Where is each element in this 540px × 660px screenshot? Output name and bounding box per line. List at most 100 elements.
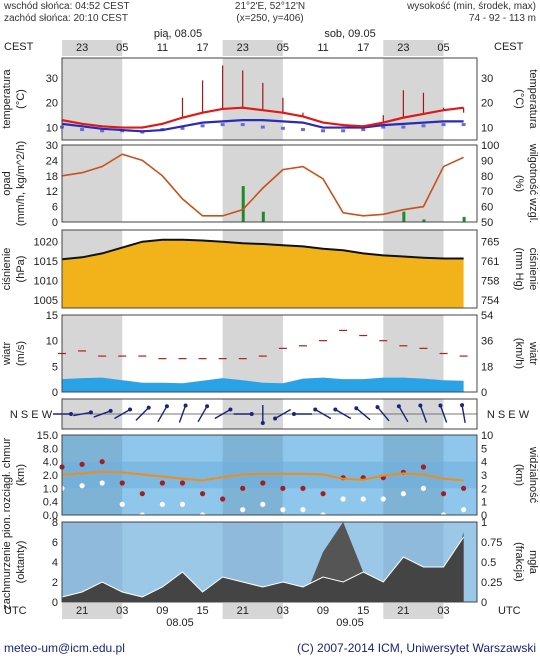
top-time-axis: 23 05 11 17 23 05 11 17 23 05 [62, 40, 477, 56]
ground-temp-mark [441, 123, 446, 127]
wind-speed-area [62, 377, 464, 392]
ground-temp-mark [300, 128, 305, 132]
y-tick-label-right: 0.25 [481, 577, 502, 589]
y-tick-label-right: 758 [481, 276, 499, 288]
y-tick-label: 0 [52, 217, 58, 229]
cloud-base-dot [79, 461, 85, 467]
temperature-line [61, 106, 464, 129]
wind-direction-head [108, 408, 113, 413]
panel-night [222, 315, 283, 392]
ground-temp-mark [180, 126, 185, 130]
cloud-top-dot [280, 507, 286, 513]
top-tz-left: CEST [4, 41, 34, 53]
strip-night [62, 40, 123, 56]
strip-tick-label: 09 [317, 605, 329, 617]
sunset-text: zachód słońca: 20:10 CEST [4, 13, 128, 24]
y-tick-label: 1015 [34, 256, 58, 268]
bottom-date-2: 09.05 [336, 617, 364, 629]
strip-night [222, 603, 283, 619]
panel-night [383, 145, 444, 222]
strip-tick-label: 17 [357, 42, 369, 54]
wind-direction-arrow [461, 405, 466, 423]
cloud-top-dot [260, 501, 266, 507]
strip-tick-label: 09 [156, 605, 168, 617]
y-tick-label: 1020 [34, 237, 58, 249]
precip-bar [261, 211, 265, 222]
wind-direction-arrow [178, 405, 187, 423]
cloud-top-dot [79, 483, 85, 489]
y-tick-label-right: 761 [481, 256, 499, 268]
strip-night [383, 603, 444, 619]
y-tick-label: 0.0 [43, 510, 58, 522]
cloud-top-dot [400, 491, 406, 497]
wind-direction-head [260, 421, 265, 425]
low-cloud-area [62, 537, 464, 602]
wind-direction-arrow [355, 407, 371, 421]
y-tick-label: 1010 [34, 276, 58, 288]
y-tick-label-right: 765 [481, 237, 499, 249]
fog-ylabel-right: mgła [527, 550, 539, 575]
panel-precipitation: 0 6 12 18 24 30 50 60 70 80 90 100 opad (mm/h, kg/m^2… [1, 140, 539, 229]
wind-direction-head [249, 412, 254, 416]
visibility-unit-right: (km) [513, 464, 525, 486]
precip-unit-left: (mm/h, kg/m^2/h) [15, 141, 27, 226]
y-tick-label-right: 36 [481, 336, 493, 348]
wind-direction-head [88, 410, 93, 415]
temp-ylabel-right: temperatura [527, 69, 539, 129]
cloud-top-dot [340, 496, 346, 502]
humidity-ylabel-right: wilgotność wzgl. [527, 143, 539, 223]
y-tick-label-right: 754 [481, 295, 499, 307]
visibility-band [62, 461, 477, 489]
y-tick-label-right: 3 [481, 470, 487, 482]
y-tick-label: 0 [52, 597, 58, 609]
cloud-top-dot [420, 485, 427, 491]
strip-tick-label: 03 [277, 605, 289, 617]
wind-direction-head [128, 407, 133, 412]
strip-tick-label: 15 [357, 605, 369, 617]
cloud-top-dot [300, 507, 306, 513]
strip-tick-label: 03 [437, 605, 449, 617]
cloud-base-dot [119, 480, 125, 486]
wind-direction-arrow [334, 408, 352, 420]
y-tick-label-right: 70 [481, 186, 493, 198]
cloud-base-dot [300, 485, 306, 491]
strip-tick-label: 15 [196, 605, 208, 617]
panel-border [61, 57, 478, 141]
strip-tick-label: 03 [116, 605, 128, 617]
strip-tick-label: 23 [76, 42, 88, 54]
strip-tick-label: 23 [237, 42, 249, 54]
panel-border [61, 434, 478, 516]
cloud-top-dot [119, 501, 125, 507]
ground-temp-mark [240, 123, 245, 127]
strip-night [62, 603, 123, 619]
wind-direction-head [313, 407, 318, 412]
y-tick-label: 10 [46, 336, 58, 348]
wind-direction-head [375, 405, 380, 410]
strip-tick-label: 21 [397, 605, 409, 617]
cloud-base-dot [240, 485, 246, 491]
precip-ylabel-left: opad [1, 171, 13, 195]
y-tick-label: 0.4 [43, 497, 58, 509]
footer-email[interactable]: meteo-um@icm.edu.pl [4, 641, 125, 655]
humidity-line [61, 153, 464, 217]
strip-tick-label: 05 [116, 42, 128, 54]
ground-temp-mark [260, 125, 265, 129]
wind-direction-head [333, 407, 338, 412]
y-tick-label: 20 [46, 98, 58, 110]
wind-direction-arrow [93, 410, 111, 418]
y-tick-label-right: 30 [481, 73, 493, 85]
precip-bar [462, 216, 466, 222]
y-tick-label: 24 [46, 155, 58, 167]
top-day-label-1: pią, 08.05 [154, 28, 202, 40]
y-tick-label: 30 [46, 140, 58, 152]
wind-direction-head [205, 404, 210, 409]
coords-text: 21°2'E, 52°12'N [235, 1, 305, 12]
y-tick-label-right: 20 [481, 98, 493, 110]
cloud-top-dot [99, 480, 105, 486]
panel-night [222, 58, 283, 140]
cloud-base-dot [179, 480, 186, 486]
strip-tick-label: 21 [237, 605, 249, 617]
y-tick-label: 5 [52, 361, 58, 373]
y-tick-label-right: 1 [481, 497, 487, 509]
